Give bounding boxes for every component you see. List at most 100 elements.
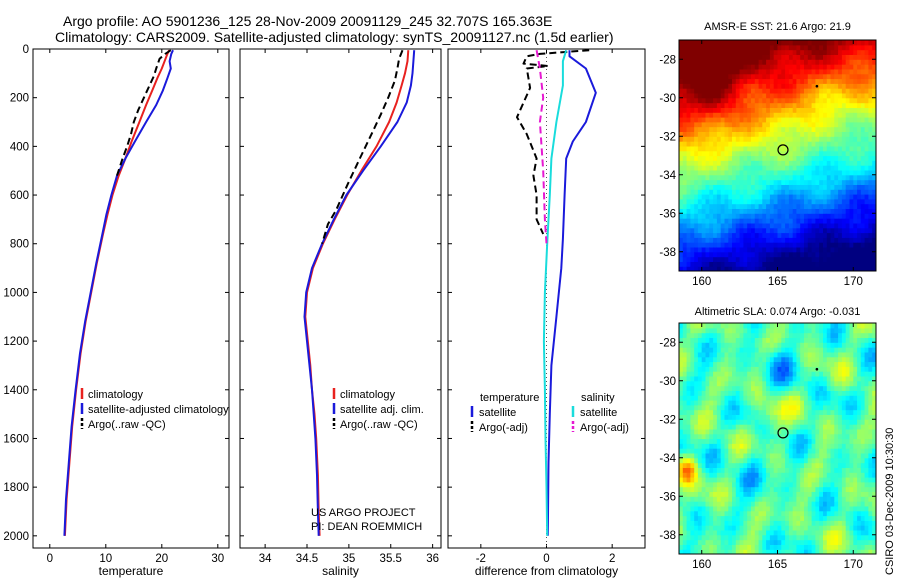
heatmap-cell (800, 169, 805, 176)
heatmap-cell (796, 266, 801, 271)
map-x-tick-label: 165 (768, 276, 787, 288)
heatmap-cell (841, 218, 847, 224)
heatmap-cell (819, 443, 824, 449)
heatmap-cell (773, 351, 779, 358)
heatmap-cell (732, 448, 737, 454)
heatmap-cell (724, 433, 729, 440)
heatmap-cell (716, 385, 722, 391)
heatmap-cell (872, 160, 876, 166)
heatmap-cell (769, 40, 775, 46)
heatmap-cell (747, 342, 752, 348)
heatmap-cell (823, 361, 828, 367)
heatmap-cell (686, 40, 691, 46)
heatmap-cell (773, 327, 779, 334)
heatmap-cell (758, 232, 763, 238)
heatmap-cell (694, 261, 699, 267)
heatmap-cell (694, 323, 699, 329)
heatmap-cell (819, 68, 824, 75)
heatmap-cell (773, 64, 779, 70)
heatmap-cell (841, 515, 847, 521)
heatmap-cell (713, 189, 718, 195)
heatmap-cell (811, 136, 816, 142)
heatmap-cell (697, 337, 703, 343)
heatmap-cell (819, 496, 824, 502)
heatmap-cell (769, 266, 775, 271)
heatmap-cell (701, 102, 707, 108)
heatmap-cell (747, 452, 752, 459)
heatmap-cell (864, 169, 869, 176)
heatmap-cell (826, 491, 832, 497)
heatmap-cell (800, 520, 805, 526)
heatmap-cell (694, 510, 699, 517)
heatmap-cell (777, 208, 782, 214)
heatmap-cell (857, 208, 862, 214)
heatmap-cell (754, 443, 760, 449)
heatmap-cell (830, 184, 835, 190)
heatmap-cell (751, 44, 756, 51)
heatmap-cell (857, 155, 862, 161)
heatmap-cell (864, 136, 869, 142)
heatmap-cell (864, 92, 869, 99)
heatmap-cell (679, 428, 684, 435)
heatmap-cell (682, 131, 688, 137)
heatmap-cell (849, 428, 854, 435)
heatmap-cell (724, 222, 729, 229)
heatmap-cell (769, 160, 775, 166)
heatmap-cell (758, 443, 763, 449)
heatmap-cell (697, 246, 703, 253)
heatmap-cell (823, 356, 828, 363)
heatmap-cell (785, 375, 790, 382)
heatmap-cell (751, 68, 756, 75)
heatmap-cell (694, 73, 699, 80)
heatmap-cell (841, 59, 847, 65)
heatmap-cell (724, 184, 729, 190)
heatmap-cell (838, 481, 843, 488)
heatmap-cell (724, 83, 729, 89)
heatmap-cell (747, 390, 752, 396)
heatmap-cell (739, 404, 744, 411)
heatmap-cell (754, 380, 760, 387)
heatmap-cell (751, 520, 756, 526)
heatmap-cell (724, 145, 729, 152)
heatmap-cell (849, 184, 854, 190)
heatmap-cell (739, 323, 744, 329)
heatmap-cell (792, 179, 798, 185)
heatmap-cell (679, 409, 684, 415)
heatmap-cell (751, 169, 756, 176)
heatmap-cell (872, 184, 876, 190)
heatmap-cell (766, 337, 771, 343)
heatmap-cell (819, 218, 824, 224)
heatmap-cell (766, 126, 771, 132)
heatmap-cell (739, 515, 744, 521)
heatmap-cell (762, 332, 767, 338)
heatmap-cell (682, 366, 688, 372)
heatmap-cell (826, 155, 832, 161)
heatmap-cell (804, 390, 809, 396)
heatmap-cell (701, 472, 707, 478)
heatmap-cell (796, 525, 801, 531)
heatmap-cell (807, 102, 813, 108)
heatmap-cell (811, 237, 816, 243)
heatmap-cell (762, 400, 767, 406)
heatmap-cell (697, 121, 703, 128)
heatmap-cell (838, 400, 843, 406)
heatmap-cell (800, 510, 805, 517)
heatmap-cell (766, 424, 771, 430)
heatmap-cell (853, 409, 858, 415)
heatmap-cell (728, 491, 733, 497)
heatmap-cell (853, 477, 858, 483)
heatmap-cell (724, 117, 729, 123)
heatmap-cell (826, 424, 832, 430)
heatmap-cell (758, 246, 763, 253)
heatmap-cell (754, 505, 760, 512)
heatmap-cell (732, 261, 737, 267)
heatmap-cell (811, 73, 816, 80)
heatmap-cell (716, 44, 722, 51)
heatmap-cell (739, 83, 744, 89)
heatmap-cell (864, 121, 869, 128)
heatmap-cell (682, 73, 688, 80)
heatmap-cell (766, 246, 771, 253)
heatmap-cell (690, 481, 695, 488)
heatmap-cell (686, 361, 691, 367)
heatmap-cell (705, 409, 710, 415)
